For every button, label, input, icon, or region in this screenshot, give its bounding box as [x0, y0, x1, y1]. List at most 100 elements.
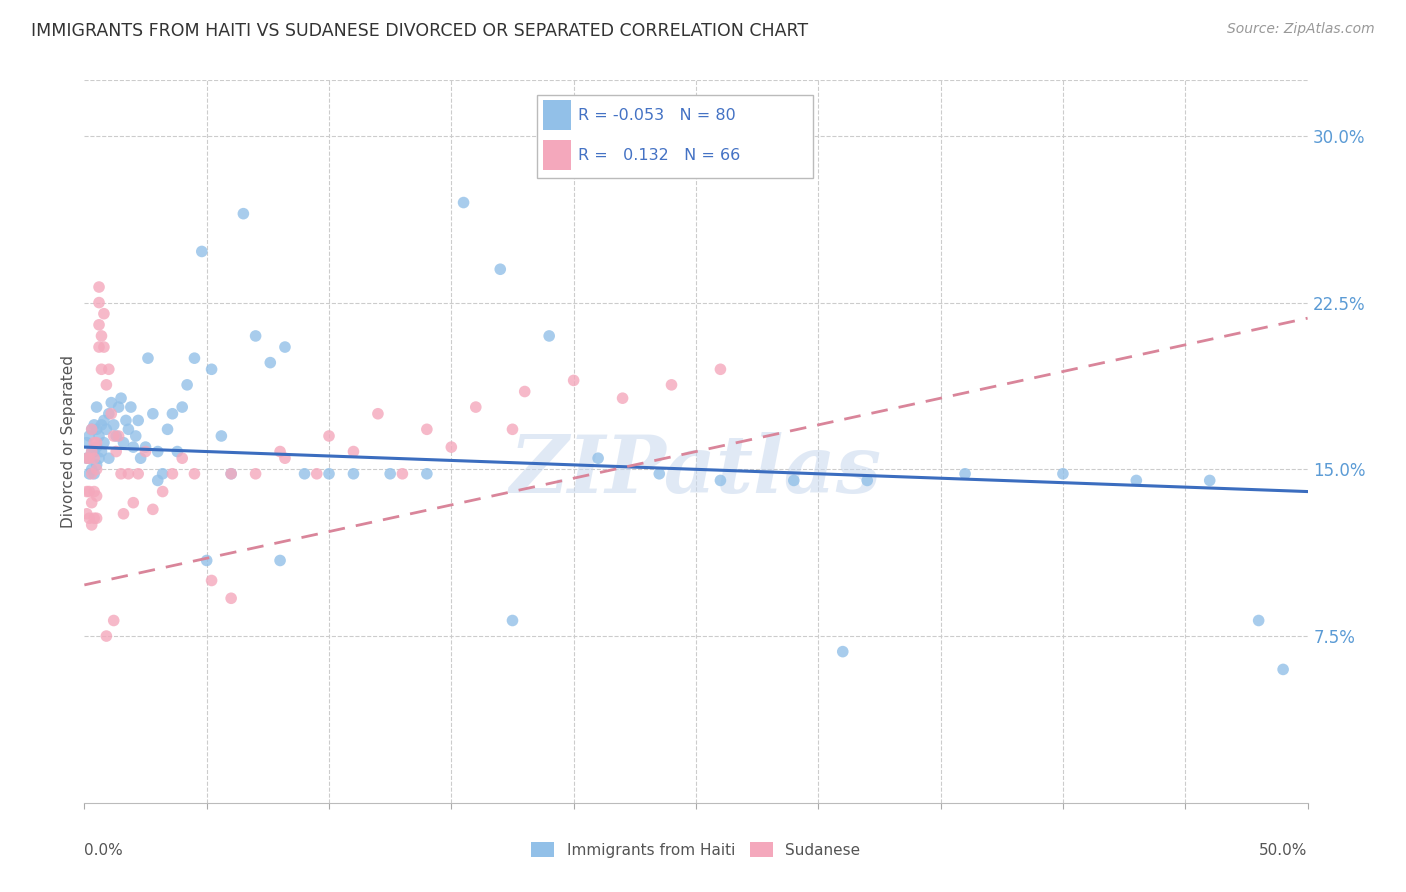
Point [195, 553, 218, 567]
Point [219, 467, 242, 481]
Point [86, 422, 108, 436]
Point [162, 407, 184, 421]
Point [380, 467, 402, 481]
Point [661, 377, 683, 392]
Point [513, 384, 536, 399]
Point [142, 502, 165, 516]
Point [77, 511, 100, 525]
Point [115, 413, 138, 427]
Point [86, 462, 108, 476]
Point [209, 429, 232, 443]
Point [80, 422, 103, 436]
Point [294, 467, 316, 481]
Point [80, 496, 103, 510]
Point [1052, 467, 1074, 481]
FancyBboxPatch shape [537, 95, 813, 178]
Point [464, 400, 486, 414]
Point [103, 429, 125, 443]
Point [103, 614, 125, 628]
Point [305, 467, 328, 481]
Point [146, 444, 169, 458]
Point [77, 451, 100, 466]
Point [97, 451, 120, 466]
Point [83, 467, 105, 481]
Point [87, 318, 110, 332]
Point [127, 413, 149, 427]
Point [416, 422, 439, 436]
Point [269, 444, 291, 458]
Point [342, 444, 364, 458]
Point [259, 356, 281, 370]
Point [586, 451, 609, 466]
Point [117, 467, 139, 481]
Point [80, 517, 103, 532]
Point [87, 280, 110, 294]
Point [86, 511, 108, 525]
Point [77, 467, 100, 481]
Point [318, 467, 340, 481]
Point [86, 400, 108, 414]
Point [87, 451, 110, 466]
Point [122, 440, 145, 454]
Point [166, 444, 188, 458]
Point [83, 484, 105, 499]
Point [110, 391, 132, 405]
Point [172, 451, 194, 466]
Point [97, 362, 120, 376]
Point [269, 553, 291, 567]
Point [183, 351, 205, 366]
Point [709, 362, 731, 376]
Point [245, 329, 267, 343]
Point [146, 474, 169, 488]
Point [152, 467, 174, 481]
Point [489, 262, 512, 277]
Point [80, 422, 103, 436]
Point [110, 467, 132, 481]
Text: ZIPatlas: ZIPatlas [510, 432, 882, 509]
Point [90, 329, 112, 343]
Point [1125, 474, 1147, 488]
Point [648, 467, 671, 481]
Point [342, 467, 364, 481]
Point [162, 467, 184, 481]
Point [90, 417, 112, 432]
Point [86, 435, 108, 450]
Point [76, 484, 98, 499]
Point [172, 400, 194, 414]
Point [107, 400, 129, 414]
Point [77, 429, 100, 443]
Point [200, 574, 222, 588]
Point [219, 591, 242, 606]
Point [87, 295, 110, 310]
Point [112, 435, 135, 450]
Point [219, 467, 242, 481]
Point [135, 444, 157, 458]
Point [232, 207, 254, 221]
Point [86, 458, 108, 472]
Point [367, 407, 389, 421]
Point [612, 391, 634, 405]
Point [105, 429, 128, 443]
Point [538, 329, 561, 343]
Point [77, 484, 100, 499]
Point [96, 629, 118, 643]
Point [1247, 614, 1270, 628]
Point [136, 351, 159, 366]
Point [274, 451, 297, 466]
Point [90, 444, 112, 458]
Point [87, 340, 110, 354]
Point [274, 340, 297, 354]
Point [87, 429, 110, 443]
Point [100, 395, 122, 409]
Point [562, 373, 585, 387]
Point [191, 244, 214, 259]
Bar [543, 101, 571, 130]
Text: 0.0%: 0.0% [84, 843, 124, 857]
Point [125, 429, 148, 443]
Point [709, 474, 731, 488]
Point [176, 377, 198, 392]
Point [83, 451, 105, 466]
Point [83, 417, 105, 432]
Point [127, 467, 149, 481]
Point [152, 484, 174, 499]
